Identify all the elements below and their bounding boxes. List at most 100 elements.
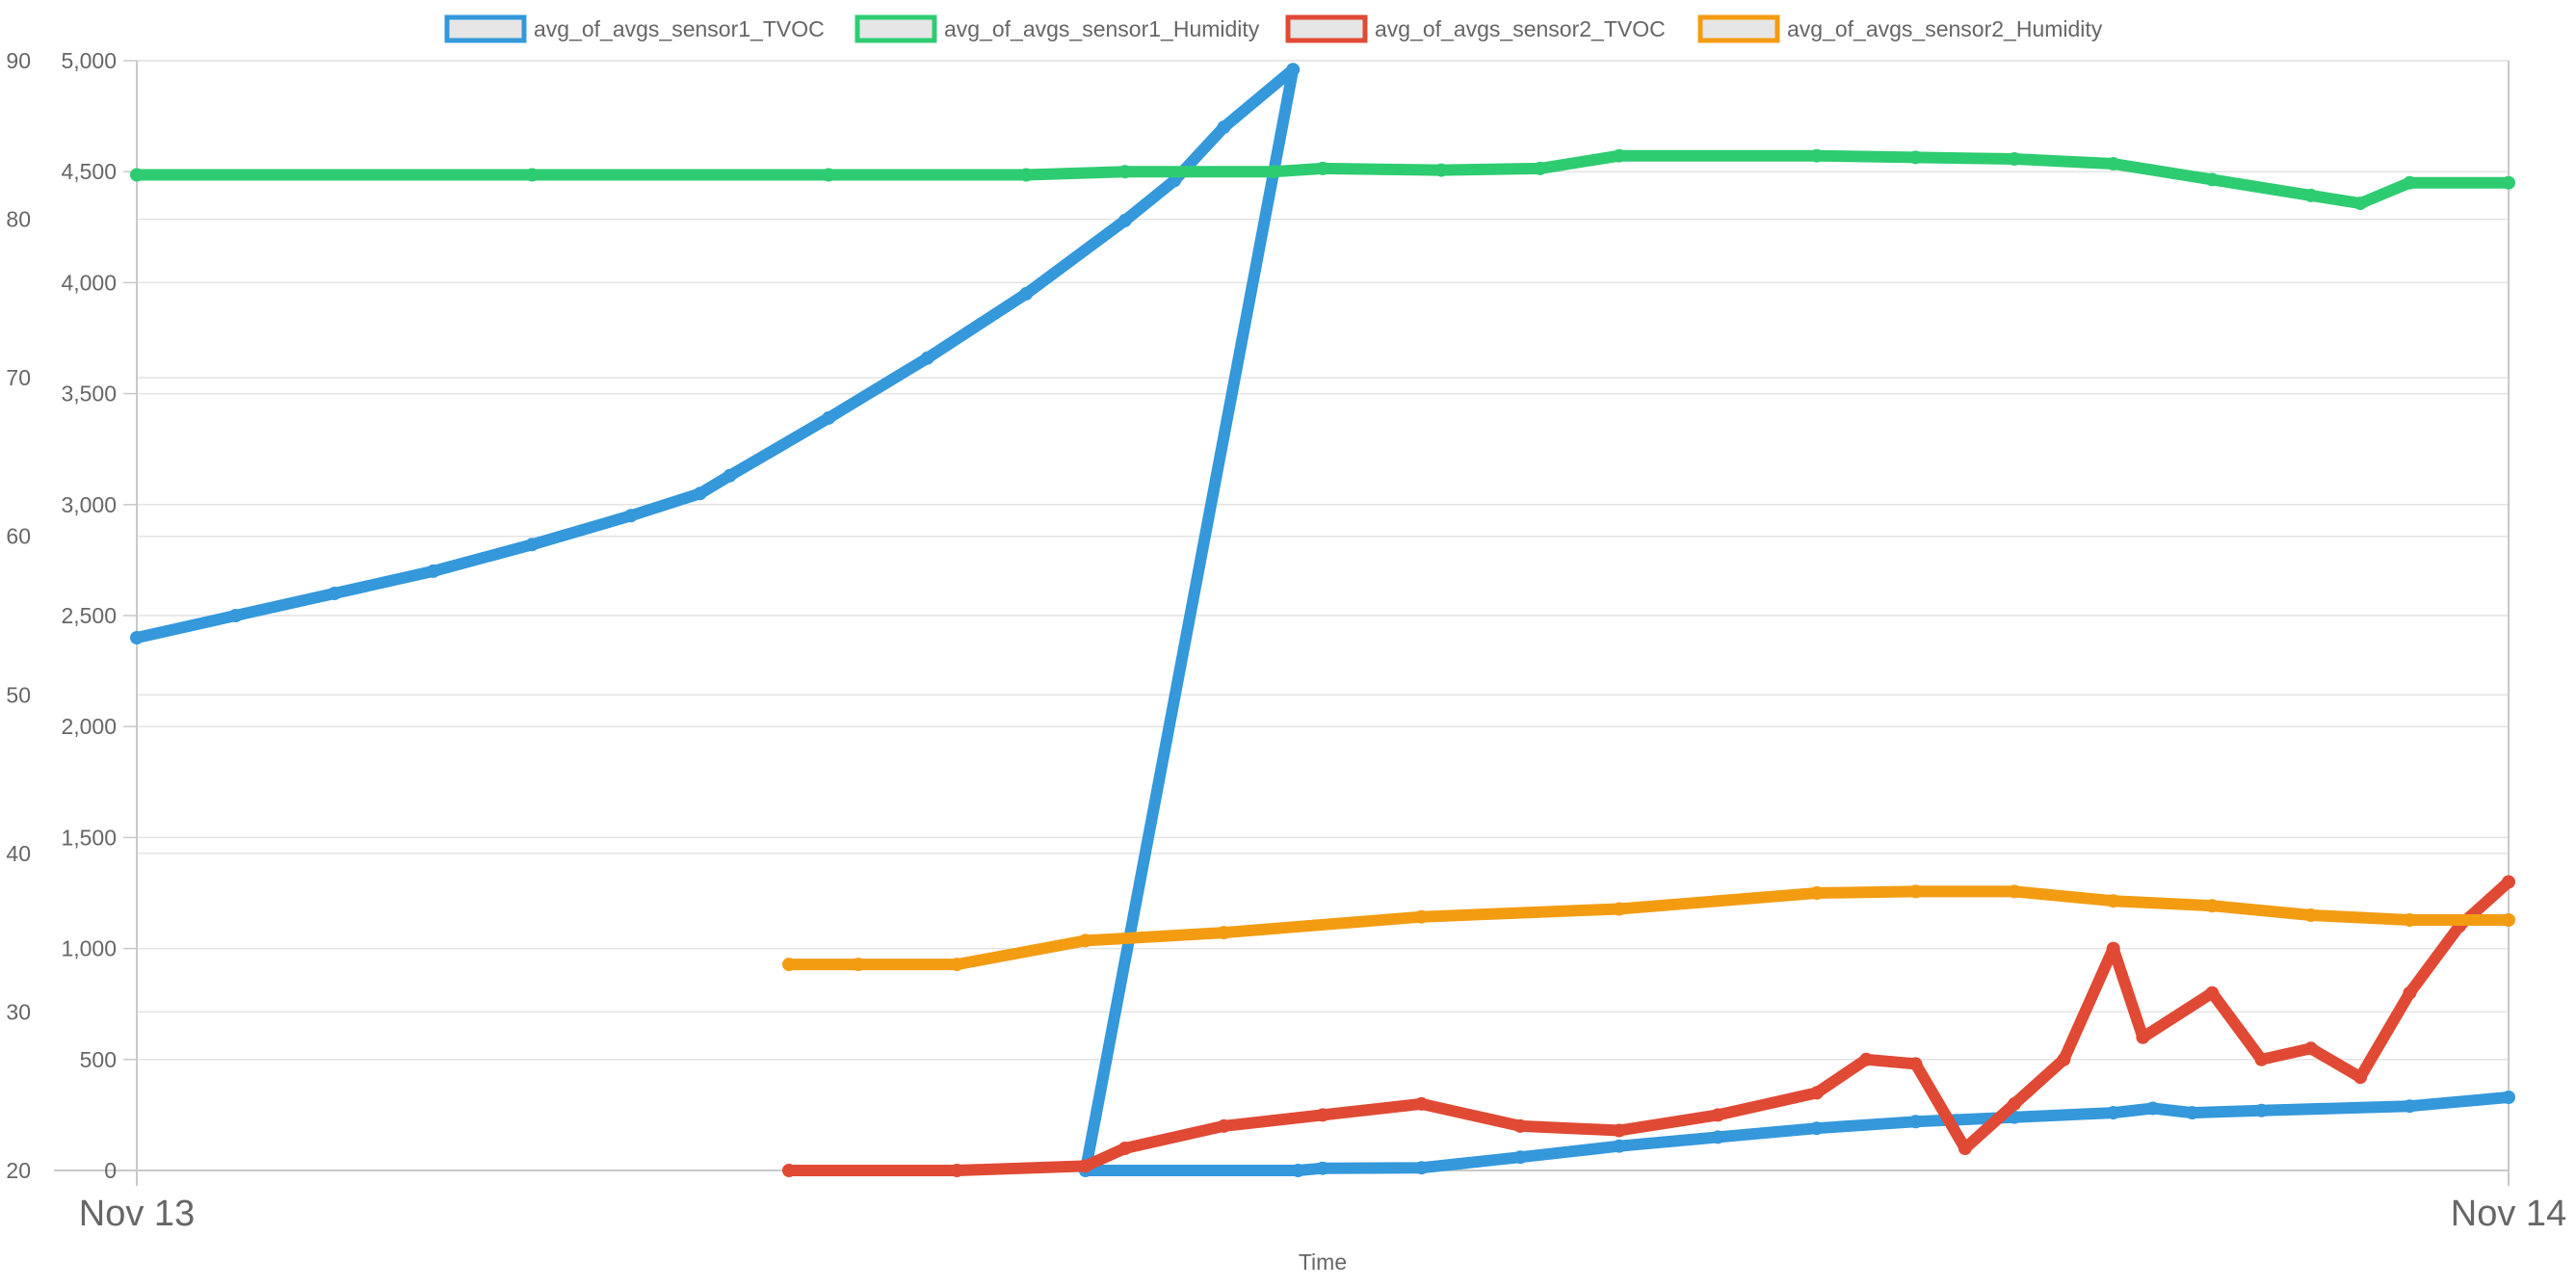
legend-label: avg_of_avgs_sensor1_Humidity <box>944 16 1260 41</box>
data-point <box>2403 1099 2417 1114</box>
y-left-tick-label: 20 <box>6 1158 31 1183</box>
data-point <box>782 958 796 972</box>
data-point <box>2353 197 2368 211</box>
data-point <box>228 609 243 622</box>
data-point <box>1217 1118 1231 1133</box>
data-point <box>1414 1096 1429 1111</box>
data-point <box>328 587 342 600</box>
data-point <box>1513 1150 1528 1165</box>
data-point <box>950 958 964 972</box>
data-point <box>1217 120 1231 135</box>
data-point <box>1809 886 1824 900</box>
data-point <box>782 1164 796 1177</box>
data-point <box>2057 1052 2071 1066</box>
x-tick-label: Nov 13 <box>79 1194 195 1234</box>
data-point <box>1533 161 1547 175</box>
data-point <box>1117 213 1132 227</box>
data-point <box>1859 1052 1874 1066</box>
data-point <box>2205 986 2220 1000</box>
legend-label: avg_of_avgs_sensor2_Humidity <box>1787 16 2103 41</box>
data-point <box>2502 913 2515 927</box>
data-point <box>693 486 707 501</box>
data-point <box>1078 933 1092 948</box>
data-point <box>1612 148 1626 163</box>
y-right-tick-label: 2,000 <box>61 714 117 739</box>
data-point <box>1612 1139 1626 1153</box>
legend-item-avg_of_avgs_sensor2_Humidity[interactable]: avg_of_avgs_sensor2_Humidity <box>1697 14 2103 43</box>
series-line <box>131 64 2514 1176</box>
data-point <box>2205 172 2220 187</box>
data-point <box>1908 1115 1923 1129</box>
data-point <box>1908 884 1923 899</box>
series-avg_of_avgs_sensor1_Humidity <box>130 148 2515 211</box>
legend[interactable]: avg_of_avgs_sensor1_TVOC avg_of_avgs_sens… <box>444 14 2103 43</box>
data-point <box>822 168 836 182</box>
data-point <box>950 1164 964 1177</box>
data-point <box>1414 1161 1429 1175</box>
data-point <box>623 509 638 523</box>
data-point <box>1078 1159 1092 1173</box>
y-right-tick-label: 4,000 <box>61 270 117 295</box>
legend-item-avg_of_avgs_sensor2_TVOC[interactable]: avg_of_avgs_sensor2_TVOC <box>1285 14 1666 43</box>
y-right-tick-label: 500 <box>80 1047 117 1072</box>
data-point <box>2303 1041 2318 1056</box>
data-point <box>1908 150 1923 165</box>
data-point <box>2008 1096 2022 1111</box>
data-point <box>2136 1030 2150 1044</box>
legend-swatch <box>444 14 527 43</box>
data-point <box>1019 286 1034 301</box>
data-point <box>1316 1161 1329 1175</box>
data-point <box>1266 165 1280 179</box>
data-point <box>130 631 144 644</box>
data-point <box>1217 926 1231 940</box>
data-point <box>1809 148 1824 163</box>
series-line <box>783 885 2514 971</box>
series-avg_of_avgs_sensor1_TVOC <box>130 63 2515 1177</box>
series-layer <box>130 63 2515 1177</box>
y-left-tick-label: 50 <box>6 682 31 707</box>
legend-swatch <box>854 14 937 43</box>
y-right-tick-label: 2,500 <box>61 603 117 628</box>
data-point <box>1286 63 1301 77</box>
data-point <box>1019 168 1034 182</box>
data-point <box>1711 1130 1725 1144</box>
data-point <box>525 168 539 182</box>
y-left-tick-label: 40 <box>6 841 31 866</box>
data-point <box>130 168 144 182</box>
axis-layer: 20 30 40 50 60 70 80 90 0 500 1,000 1,500 2,000 2,500… <box>6 48 2566 1234</box>
y-right-tick-label: 3,500 <box>61 381 117 407</box>
legend-item-avg_of_avgs_sensor1_Humidity[interactable]: avg_of_avgs_sensor1_Humidity <box>854 14 1260 43</box>
data-point <box>525 538 539 552</box>
data-point <box>2502 875 2515 889</box>
legend-item-avg_of_avgs_sensor1_TVOC[interactable]: avg_of_avgs_sensor1_TVOC <box>444 14 825 43</box>
data-point <box>1316 1108 1329 1122</box>
y-right-tick-label: 1,500 <box>61 825 117 850</box>
data-point <box>2254 1103 2269 1117</box>
data-point <box>2303 908 2318 922</box>
data-point <box>1809 1086 1824 1100</box>
y-right-tick-label: 1,000 <box>61 936 117 961</box>
data-point <box>2106 894 2120 908</box>
data-point <box>1316 161 1329 175</box>
x-tick-label: Nov 14 <box>2451 1194 2566 1234</box>
series-avg_of_avgs_sensor2_Humidity <box>782 884 2515 972</box>
series-line <box>783 876 2514 1176</box>
data-point <box>1117 1142 1132 1155</box>
data-point <box>920 351 934 365</box>
series-avg_of_avgs_sensor2_TVOC <box>782 875 2515 1177</box>
data-point <box>1809 1121 1824 1136</box>
data-point <box>1612 1123 1626 1138</box>
legend-swatch <box>1285 14 1368 43</box>
data-point <box>2403 175 2417 190</box>
data-point <box>2008 884 2022 899</box>
data-point <box>2502 175 2515 190</box>
legend-label: avg_of_avgs_sensor2_TVOC <box>1375 16 1666 41</box>
data-point <box>1513 1118 1528 1133</box>
data-point <box>2403 986 2417 1000</box>
data-point <box>2205 899 2220 913</box>
y-left-tick-label: 60 <box>6 524 31 549</box>
y-left-tick-label: 90 <box>6 48 31 73</box>
y-right-tick-label: 4,500 <box>61 159 117 184</box>
y-left-tick-label: 70 <box>6 365 31 390</box>
